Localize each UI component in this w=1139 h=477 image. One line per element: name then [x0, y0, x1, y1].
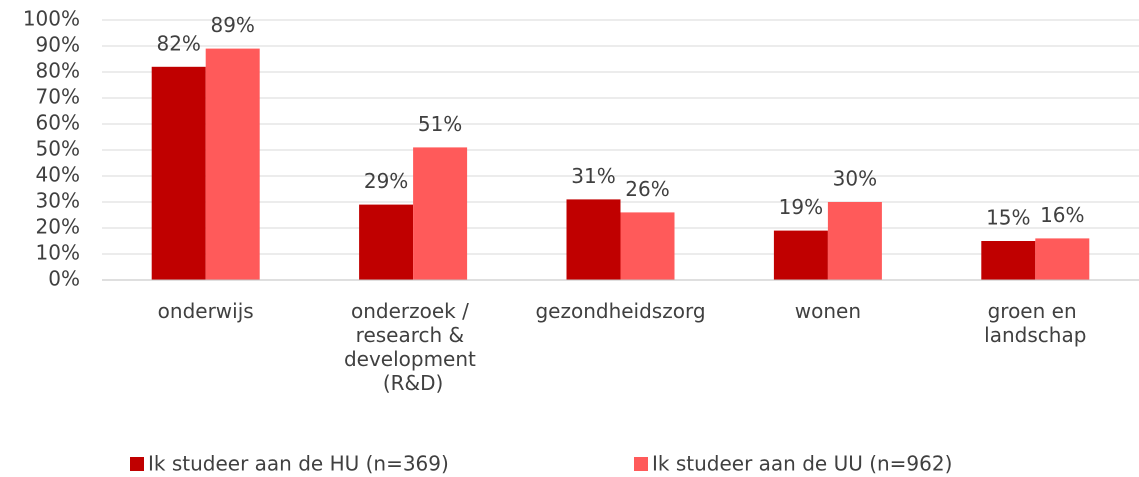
bar	[773, 230, 828, 280]
data-label: 31%	[571, 164, 615, 188]
legend-label: Ik studeer aan de HU (n=369)	[148, 452, 449, 476]
y-tick-label: 60%	[36, 111, 80, 135]
bar	[827, 202, 882, 280]
x-tick-label: groen en landschap	[984, 299, 1086, 347]
y-tick-label: 70%	[36, 85, 80, 109]
y-tick-label: 0%	[48, 267, 80, 291]
bar	[981, 241, 1036, 280]
bar	[413, 147, 468, 280]
y-tick-label: 10%	[36, 241, 80, 265]
data-label: 51%	[418, 112, 462, 136]
legend-label: Ik studeer aan de UU (n=962)	[652, 452, 952, 476]
bar	[566, 199, 621, 280]
x-tick-label: gezondheidszorg	[535, 299, 705, 323]
data-label: 30%	[833, 167, 877, 191]
bar	[359, 204, 414, 280]
legend-swatch	[130, 457, 144, 471]
data-label: 16%	[1040, 203, 1084, 227]
y-tick-label: 20%	[36, 215, 80, 239]
y-tick-label: 90%	[36, 33, 80, 57]
y-tick-label: 40%	[36, 163, 80, 187]
x-tick-label: wonen	[795, 299, 861, 323]
y-tick-label: 80%	[36, 59, 80, 83]
bar	[205, 48, 260, 280]
x-tick-label: onderwijs	[158, 299, 254, 323]
x-tick-label: onderzoek / research & development (R&D)	[344, 299, 482, 395]
data-label: 29%	[364, 169, 408, 193]
data-label: 15%	[986, 206, 1030, 230]
y-tick-label: 50%	[36, 137, 80, 161]
bar	[1035, 238, 1090, 280]
data-label: 82%	[156, 31, 200, 55]
bar	[151, 66, 206, 280]
y-tick-label: 100%	[23, 7, 80, 31]
data-label: 89%	[210, 13, 254, 37]
data-label: 26%	[625, 177, 669, 201]
bar	[620, 212, 675, 280]
y-tick-label: 30%	[36, 189, 80, 213]
data-label: 19%	[779, 195, 823, 219]
legend-swatch	[634, 457, 648, 471]
